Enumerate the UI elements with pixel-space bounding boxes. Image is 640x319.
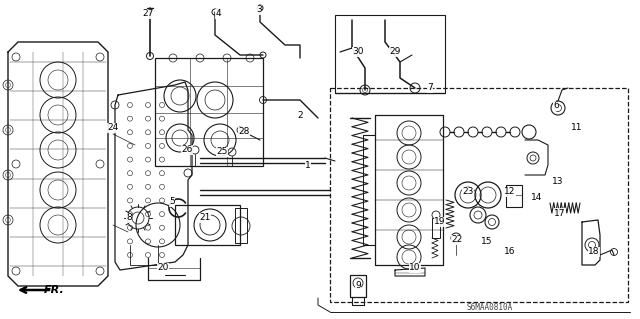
Bar [335,15,445,93]
Text: FR.: FR. [44,285,65,295]
Text: 28: 28 [238,128,250,137]
Bar [175,205,240,245]
Text: 25: 25 [216,147,228,157]
Text: 9: 9 [355,280,361,290]
Text: 26: 26 [181,145,193,154]
Text: 2: 2 [297,110,303,120]
Text: 6: 6 [553,101,559,110]
Text: 18: 18 [588,248,600,256]
Text: 10: 10 [409,263,420,272]
Text: 5: 5 [169,197,175,206]
Bar [330,88,628,302]
Bar [350,275,366,297]
Text: 20: 20 [157,263,169,272]
Text: 13: 13 [552,177,564,187]
Text: 22: 22 [451,235,463,244]
Text: 3: 3 [256,5,262,14]
Text: 7: 7 [427,84,433,93]
Text: 15: 15 [481,238,493,247]
Text: 4: 4 [215,10,221,19]
Text: 19: 19 [435,218,445,226]
Text: 30: 30 [352,48,364,56]
Text: 12: 12 [504,188,516,197]
Bar [155,58,263,166]
Text: 16: 16 [504,248,516,256]
Bar [432,218,440,238]
Text: 11: 11 [572,123,583,132]
Bar [506,185,522,207]
Text: 21: 21 [199,213,211,222]
Text: 14: 14 [531,192,543,202]
Text: 1: 1 [305,160,311,169]
Text: 29: 29 [389,48,401,56]
Text: 8: 8 [126,213,132,222]
Text: 23: 23 [462,188,474,197]
Text: S6MAA0810A: S6MAA0810A [467,303,513,313]
Text: 24: 24 [108,123,118,132]
Text: 17: 17 [554,209,566,218]
Bar [235,208,247,243]
Text: 27: 27 [142,10,154,19]
